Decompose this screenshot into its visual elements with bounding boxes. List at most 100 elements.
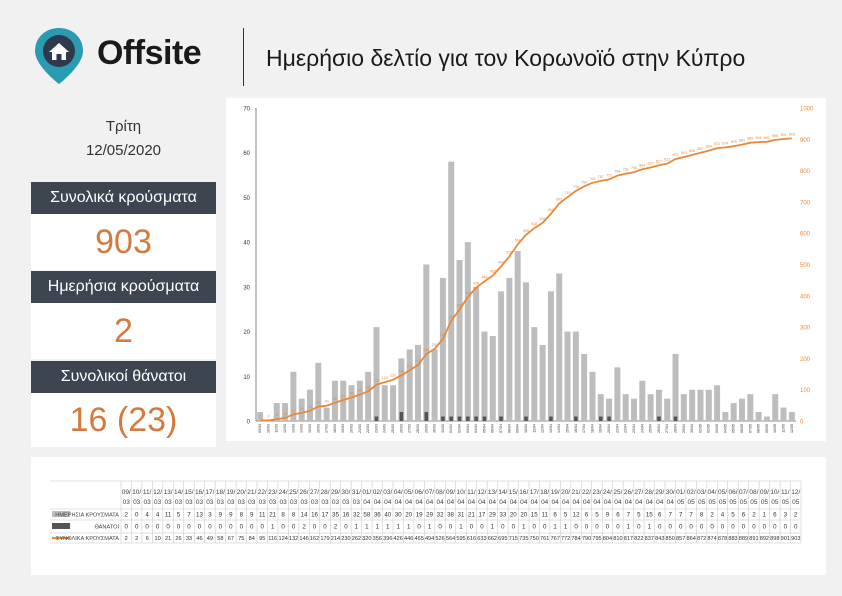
y-right-tick-label: 200 <box>800 357 811 363</box>
table-header-month: 04 <box>572 499 580 506</box>
table-header-month: 04 <box>363 499 371 506</box>
y-right-tick-label: 300 <box>800 326 811 332</box>
table-header-month: 05 <box>688 499 696 506</box>
x-tick-label: 02/04 <box>457 424 461 433</box>
total-cases-data-label: 878 <box>731 140 737 144</box>
table-cell: 0 <box>752 524 756 531</box>
table-header-month: 05 <box>782 499 790 506</box>
table-cell: 0 <box>313 524 317 531</box>
table-header-month: 05 <box>698 499 706 506</box>
table-cell: 19 <box>416 512 423 519</box>
total-cases-data-label: 58 <box>333 397 337 401</box>
table-cell: 0 <box>585 524 589 531</box>
table-cell: 0 <box>700 524 704 531</box>
y-left-tick-label: 10 <box>243 375 250 381</box>
x-tick-label: 24/03 <box>383 424 387 433</box>
total-cases-data-label: 784 <box>614 170 620 174</box>
x-tick-label: 13/03 <box>291 424 295 433</box>
total-cases-data-label: 214 <box>423 348 429 352</box>
x-tick-label: 30/03 <box>433 424 437 433</box>
location-pin-home-icon <box>35 28 83 84</box>
data-table: 09/03 10/03 11/03 12/03 13/03 14/03 15/03 16/03… <box>31 457 826 580</box>
legend-deaths-swatch <box>52 523 70 529</box>
table-header-day: 25/ <box>289 489 298 496</box>
table-header-day: 09/ <box>760 489 769 496</box>
table-cell: 33 <box>186 536 192 542</box>
total-cases-data-label: 790 <box>623 168 629 172</box>
table-header-day: 08/ <box>436 489 445 496</box>
total-cases-data-label: 116 <box>374 379 380 383</box>
table-header-month: 05 <box>719 499 727 506</box>
table-cell: 7 <box>669 512 673 519</box>
table-row-label: ΣΥΝΟΛΙΚΑ ΚΡΟΥΣΜΑΤΑ <box>56 536 119 542</box>
daily-cases-bar <box>556 273 563 421</box>
table-cell: 817 <box>624 536 633 542</box>
table-header-day: 01/ <box>362 489 371 496</box>
table-cell: 5 <box>731 512 735 519</box>
y-right-tick-label: 100 <box>800 388 811 394</box>
x-tick-label: 30/04 <box>690 424 694 433</box>
x-tick-label: 08/05 <box>757 424 761 433</box>
table-cell: 58 <box>217 536 223 542</box>
table-header-month: 05 <box>729 499 737 506</box>
table-cell: 494 <box>425 536 434 542</box>
table-header-day: 27/ <box>634 489 643 496</box>
table-cell: 2 <box>752 512 756 519</box>
total-cases-data-label: 2 <box>259 414 261 418</box>
total-cases-data-label: 843 <box>681 151 687 155</box>
table-header-month: 03 <box>175 499 183 506</box>
total-cases-data-label: 633 <box>540 217 546 221</box>
daily-cases-bar <box>581 353 588 421</box>
total-cases-data-label: 95 <box>366 385 370 389</box>
total-cases-line <box>260 137 792 422</box>
table-cell: 12 <box>573 512 580 519</box>
daily-cases-bar <box>464 242 471 421</box>
table-cell: 2 <box>125 536 128 542</box>
y-right-tick-label: 1000 <box>800 107 814 113</box>
total-cases-data-label: 124 <box>382 376 388 380</box>
x-tick-label: 19/03 <box>341 424 345 433</box>
table-cell: 6 <box>585 512 589 519</box>
table-cell: 11 <box>259 512 266 519</box>
total-cases-data-label: 564 <box>515 238 521 242</box>
table-cell: 8 <box>240 512 244 519</box>
deaths-bar <box>482 416 487 421</box>
y-right-tick-label: 700 <box>800 200 811 206</box>
total-cases-data-label: 46 <box>316 401 320 405</box>
table-header-day: 06/ <box>415 489 424 496</box>
total-cases-data-label: 595 <box>523 229 529 233</box>
table-cell: 0 <box>773 524 777 531</box>
total-cases-data-label: 872 <box>714 142 720 146</box>
table-cell: 795 <box>592 536 601 542</box>
table-cell: 903 <box>791 536 800 542</box>
x-tick-label: 21/03 <box>358 424 362 433</box>
y-left-tick-label: 30 <box>243 285 250 291</box>
table-row-label: ΘΑΝΑΤΟΙ <box>94 525 119 531</box>
table-cell: 6 <box>616 512 620 519</box>
total-cases-data-label: 230 <box>432 343 438 347</box>
total-cases-data-label: 891 <box>756 136 762 140</box>
daily-cases-bar <box>365 371 372 421</box>
table-cell: 95 <box>259 536 265 542</box>
table-header-month: 05 <box>761 499 769 506</box>
table-header-month: 04 <box>614 499 622 506</box>
total-cases-data-label: 850 <box>689 149 695 153</box>
x-tick-label: 07/04 <box>499 424 503 433</box>
table-cell: 7 <box>187 512 191 519</box>
table-header-day: 29/ <box>331 489 340 496</box>
table-header-month: 05 <box>771 499 779 506</box>
x-tick-label: 11/03 <box>275 424 279 433</box>
table-header-day: 11/ <box>467 489 476 496</box>
daily-cases-bar <box>307 389 313 421</box>
total-cases-data-label: 262 <box>440 333 446 337</box>
total-cases-data-label: 526 <box>506 250 512 254</box>
table-header-day: 26/ <box>624 489 633 496</box>
x-tick-label: 03/04 <box>466 424 470 433</box>
table-cell: 1 <box>271 524 275 531</box>
table-header-month: 04 <box>562 499 570 506</box>
table-header-month: 04 <box>457 499 465 506</box>
table-cell: 465 <box>414 536 423 542</box>
table-cell: 2 <box>302 524 306 531</box>
total-cases-data-label: 84 <box>358 389 362 393</box>
table-header-day: 15/ <box>184 489 193 496</box>
